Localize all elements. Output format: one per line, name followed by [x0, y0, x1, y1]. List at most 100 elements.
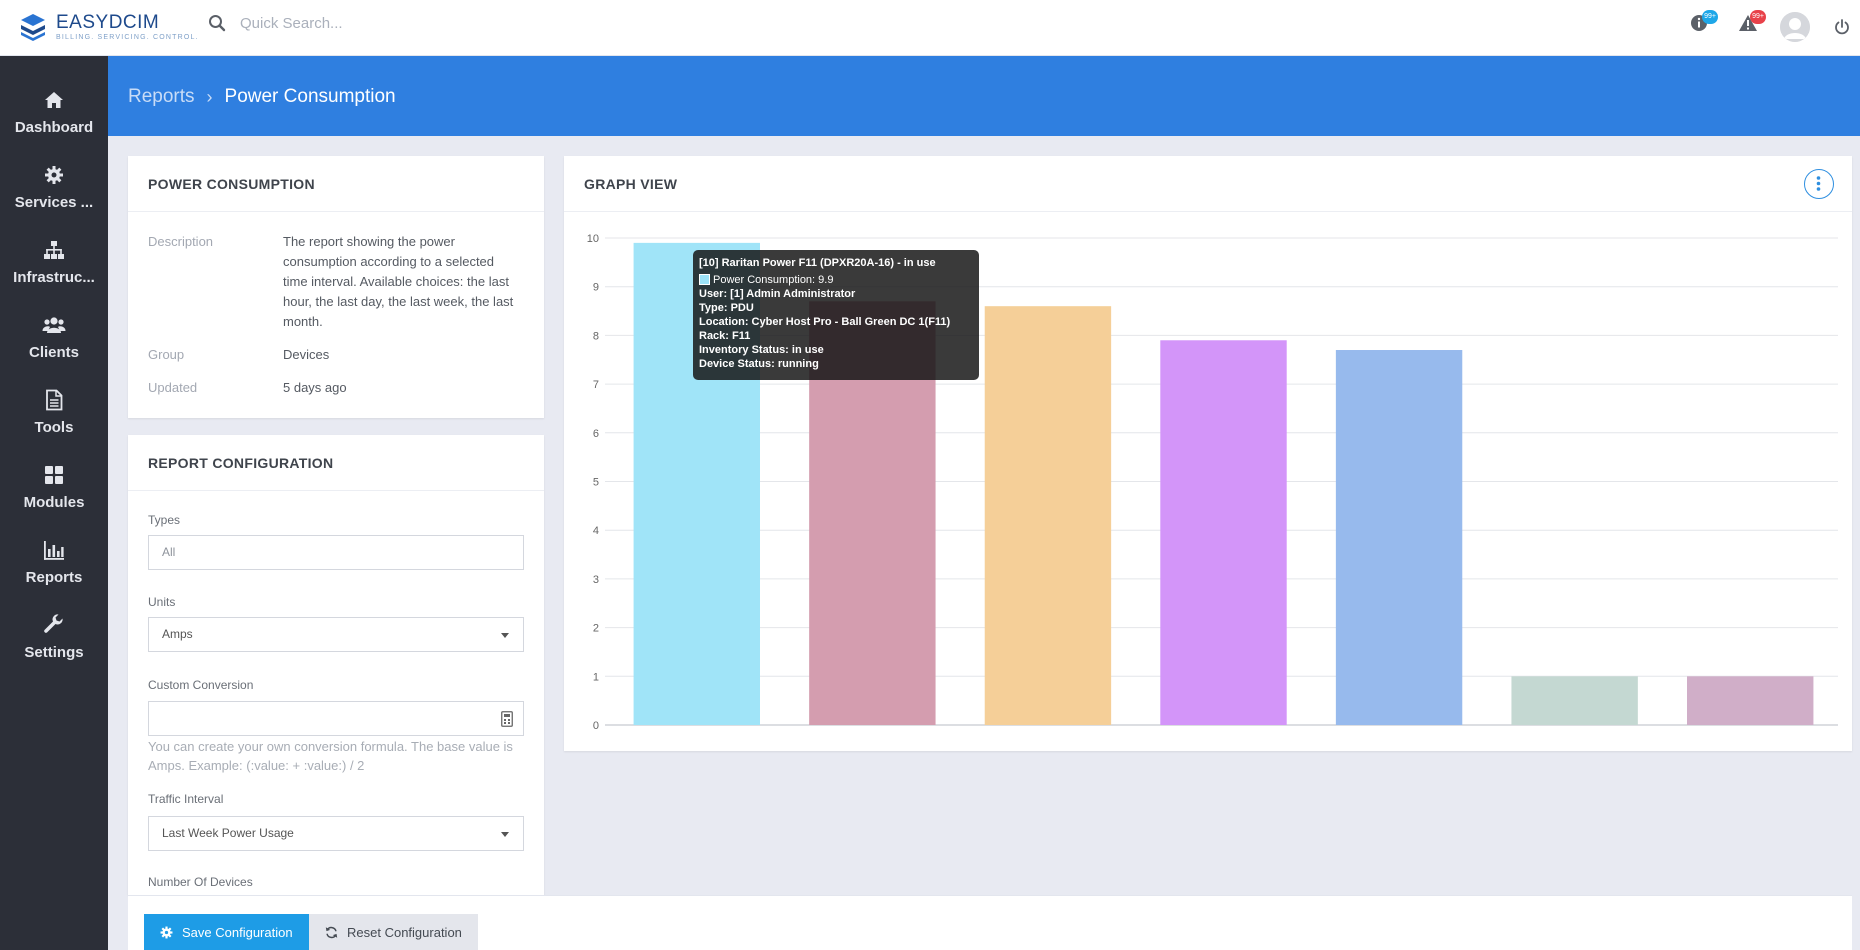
y-tick-label: 8 [593, 330, 599, 342]
more-vertical-icon [1816, 176, 1821, 191]
custom-conversion-label: Custom Conversion [148, 678, 254, 692]
tooltip-series-value: Power Consumption: 9.9 [713, 274, 834, 286]
sidebar-item-label: Services ... [14, 194, 94, 211]
save-configuration-label: Save Configuration [182, 924, 293, 940]
y-tick-label: 10 [587, 233, 599, 245]
tooltip-line: Type: PDU [699, 302, 754, 314]
power-consumption-chart: 0 1 2 3 4 5 6 7 8 9 10 [587, 233, 1838, 732]
graph-options-button[interactable] [1804, 169, 1834, 199]
gear-icon [45, 166, 63, 184]
save-configuration-button[interactable]: Save Configuration [144, 914, 309, 950]
home-icon [45, 92, 63, 108]
units-label: Units [148, 595, 176, 609]
types-label: Types [148, 513, 181, 527]
units-select[interactable]: Amps [148, 617, 524, 652]
tooltip-title: [10] Raritan Power F11 (DPXR20A-16) - in… [699, 257, 936, 269]
chart-bar [1335, 350, 1463, 725]
graph-panel: GRAPH VIEW 0 1 2 3 4 5 6 7 8 9 10 [564, 156, 1852, 751]
sidebar-item-services[interactable]: Services ... [0, 151, 108, 226]
reset-configuration-label: Reset Configuration [347, 924, 462, 940]
chart-bar [1511, 676, 1638, 725]
power-icon[interactable] [1834, 19, 1850, 35]
calculator-icon[interactable] [501, 711, 513, 727]
description-value: The report showing the power consumption… [283, 232, 533, 332]
y-tick-label: 5 [593, 477, 599, 489]
tooltip-series-line: Power Consumption: 9.9 [699, 273, 973, 287]
gear-icon [160, 926, 173, 938]
avatar[interactable] [1780, 12, 1810, 42]
traffic-interval-value: Last Week Power Usage [162, 826, 294, 840]
config-panel-title: REPORT CONFIGURATION [128, 435, 544, 491]
tooltip-swatch [699, 274, 710, 285]
y-tick-label: 1 [593, 671, 599, 683]
chart-bar [1160, 340, 1287, 725]
grid-icon [45, 466, 63, 484]
sidebar-item-infrastructure[interactable]: Infrastruc... [0, 226, 108, 301]
description-line: hour, the last day, the last week, the l… [283, 294, 514, 309]
file-icon [46, 389, 63, 411]
tooltip-line: Location: Cyber Host Pro - Ball Green DC… [699, 316, 951, 328]
report-config-panel: REPORT CONFIGURATION Types All Units Amp… [128, 435, 544, 895]
sidebar-item-label: Settings [24, 644, 84, 661]
description-line: month. [283, 314, 323, 329]
description-label: Description [148, 234, 214, 249]
breadcrumb: Reports › Power Consumption [128, 86, 396, 108]
y-tick-label: 7 [593, 379, 599, 391]
sidebar-item-dashboard[interactable]: Dashboard [0, 76, 108, 151]
graph-panel-title: GRAPH VIEW [564, 156, 1852, 212]
sidebar-item-label: Dashboard [14, 119, 94, 136]
logo-tagline: BILLING. SERVICING. CONTROL. [56, 34, 199, 41]
search-input[interactable] [240, 14, 540, 32]
tooltip-line: Inventory Status: in use [699, 344, 824, 356]
updated-value: 5 days ago [283, 380, 347, 395]
y-tick-label: 9 [593, 282, 599, 294]
types-select[interactable]: All [148, 535, 524, 570]
logo[interactable]: EASYDCIM BILLING. SERVICING. CONTROL. [18, 12, 199, 42]
tooltip-line: Device Status: running [699, 358, 819, 370]
warning-icon [1739, 15, 1757, 31]
summary-panel: POWER CONSUMPTION Description The report… [128, 156, 544, 418]
info-badge: 99+ [1702, 10, 1718, 24]
number-of-devices-label: Number Of Devices [148, 875, 253, 889]
chart-bar [1687, 676, 1814, 725]
units-value: Amps [162, 627, 193, 641]
breadcrumb-separator-icon: › [206, 86, 213, 107]
quick-search [208, 14, 540, 32]
sitemap-icon [44, 241, 64, 259]
y-tick-label: 0 [593, 720, 599, 732]
alert-badge: 99+ [1750, 10, 1766, 24]
sidebar-item-settings[interactable]: Settings [0, 601, 108, 676]
page-title: Power Consumption [224, 86, 396, 107]
hint-line: Amps. Example: (:value: + :value:) / 2 [148, 758, 365, 773]
user-avatar-icon [1780, 12, 1810, 42]
sidebar-item-tools[interactable]: Tools [0, 376, 108, 451]
types-placeholder: All [162, 545, 176, 559]
sidebar-item-label: Infrastruc... [13, 269, 95, 286]
reset-configuration-button[interactable]: Reset Configuration [309, 914, 478, 950]
top-bar: EASYDCIM BILLING. SERVICING. CONTROL. 99… [0, 0, 1860, 56]
info-notifications-button[interactable]: 99+ [1690, 10, 1718, 35]
bottom-action-bar: Save Configuration Reset Configuration [128, 895, 1852, 950]
alerts-button[interactable]: 99+ [1738, 10, 1766, 35]
sidebar-item-reports[interactable]: Reports [0, 526, 108, 601]
tooltip-line: User: [1] Admin Administrator [699, 288, 856, 300]
description-line: consumption according to a selected [283, 254, 495, 269]
y-tick-label: 3 [593, 574, 599, 586]
description-line: time interval. Available choices: the la… [283, 274, 509, 289]
custom-conversion-input[interactable] [148, 701, 524, 736]
updated-label: Updated [148, 380, 198, 395]
chart-bar [984, 306, 1112, 725]
traffic-interval-label: Traffic Interval [148, 792, 224, 806]
traffic-interval-select[interactable]: Last Week Power Usage [148, 816, 524, 851]
sidebar-item-clients[interactable]: Clients [0, 301, 108, 376]
search-icon[interactable] [208, 14, 226, 32]
users-icon [42, 317, 66, 333]
sidebar-item-label: Modules [23, 494, 85, 511]
custom-conversion-hint: You can create your own conversion formu… [148, 737, 528, 775]
logo-name: EASYDCIM [56, 12, 160, 33]
description-line: The report showing the power [283, 234, 455, 249]
sidebar-item-modules[interactable]: Modules [0, 451, 108, 526]
bar-chart-icon [44, 541, 64, 560]
refresh-icon [325, 926, 338, 938]
breadcrumb-reports-link[interactable]: Reports [128, 86, 195, 107]
